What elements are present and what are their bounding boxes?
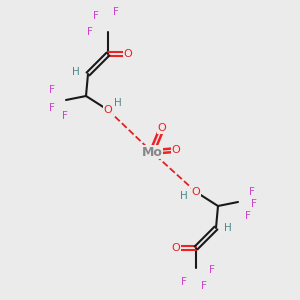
Text: F: F <box>93 11 99 21</box>
Text: O: O <box>172 243 180 253</box>
Text: H: H <box>72 67 80 77</box>
Text: F: F <box>49 103 55 113</box>
Text: F: F <box>49 85 55 95</box>
Text: F: F <box>62 111 68 121</box>
Text: F: F <box>201 281 207 291</box>
Text: O: O <box>124 49 132 59</box>
Text: F: F <box>87 27 93 37</box>
Text: F: F <box>181 277 187 287</box>
Text: O: O <box>192 187 200 197</box>
Text: F: F <box>209 265 215 275</box>
Text: F: F <box>113 7 119 17</box>
Text: O: O <box>158 123 166 133</box>
Text: O: O <box>172 145 180 155</box>
Text: F: F <box>251 199 257 209</box>
Text: H: H <box>114 98 122 108</box>
Text: O: O <box>103 105 112 115</box>
Text: H: H <box>180 191 188 201</box>
Text: F: F <box>245 211 251 221</box>
Text: H: H <box>224 223 232 233</box>
Text: F: F <box>249 187 255 197</box>
Text: Mo: Mo <box>142 146 162 158</box>
